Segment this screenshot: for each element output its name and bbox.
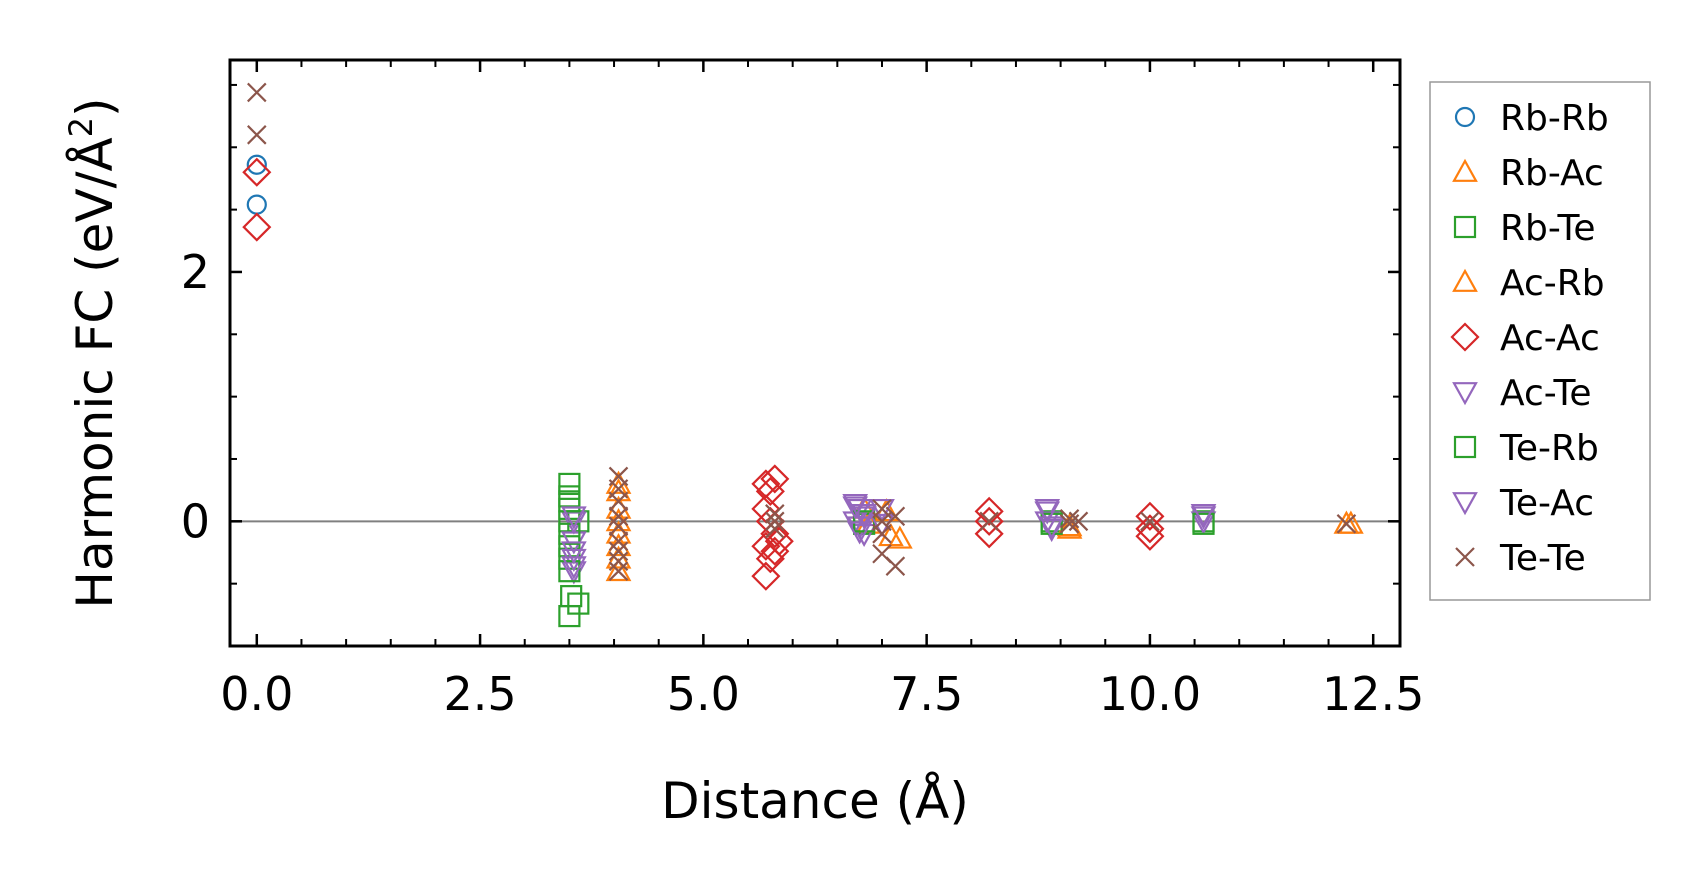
point-te-ac — [1038, 516, 1065, 540]
point-te-te — [608, 531, 629, 552]
point-ac-te — [1038, 518, 1065, 543]
point-ac-te — [560, 511, 587, 535]
point-ac-ac — [760, 536, 790, 566]
point-te-rb — [1192, 512, 1215, 535]
axis-ticks — [230, 60, 1400, 647]
point-te-te — [608, 506, 629, 527]
point-te-te — [608, 561, 629, 581]
x-axis-title: Distance (Å) — [661, 772, 969, 830]
point-te-te — [608, 491, 629, 512]
x-tick-label: 2.5 — [443, 667, 516, 721]
point-ac-rb — [605, 557, 632, 582]
legend-label-ac-rb: Ac-Rb — [1500, 263, 1605, 304]
legend-label-te-te: Te-Te — [1499, 538, 1586, 579]
point-te-ac — [560, 506, 587, 530]
point-te-te — [608, 541, 629, 562]
point-te-te — [247, 82, 267, 103]
legend-label-ac-ac: Ac-Ac — [1500, 318, 1600, 359]
point-te-te — [1336, 514, 1357, 534]
point-ac-ac — [974, 506, 1004, 536]
legend-marker-ac-te — [1452, 382, 1478, 406]
y-axis-title-close: ) — [66, 97, 124, 117]
point-rb-te — [560, 585, 583, 608]
point-te-te — [872, 524, 892, 544]
legend-marker-rb-te — [1453, 215, 1477, 239]
point-te-te — [1140, 511, 1160, 532]
point-te-te — [765, 519, 785, 539]
point-te-ac — [560, 556, 587, 580]
point-rb-rb — [246, 194, 267, 215]
legend-label-ac-te: Ac-Te — [1500, 373, 1592, 414]
legend-marker-rb-ac — [1452, 158, 1478, 182]
point-ac-te — [560, 548, 587, 572]
x-tick-label: 5.0 — [667, 667, 740, 721]
point-te-ac — [846, 521, 873, 545]
point-te-te — [765, 511, 785, 532]
legend-marker-te-ac — [1452, 492, 1478, 516]
point-te-ac — [1034, 501, 1061, 525]
point-te-te — [885, 506, 906, 527]
y-axis-title-main: Harmonic FC (eV/Å — [66, 137, 124, 608]
point-ac-ac — [751, 561, 781, 591]
point-ac-ac — [242, 157, 272, 187]
point-te-te — [247, 125, 267, 145]
point-ac-ac — [1135, 521, 1165, 551]
point-te-te — [608, 551, 629, 571]
legend-label-rb-rb: Rb-Rb — [1500, 98, 1609, 139]
point-ac-te — [851, 503, 877, 528]
point-ac-ac — [1135, 514, 1165, 544]
legend-label-te-rb: Te-Rb — [1499, 428, 1599, 469]
tick-labels: 0.0 2.5 5.0 7.5 10.0 12.5 0 2 — [181, 245, 1425, 721]
point-te-te — [979, 511, 999, 532]
x-tick-label: 0.0 — [220, 667, 293, 721]
point-ac-rb — [886, 525, 913, 549]
point-te-rb — [558, 490, 581, 513]
y-tick-label: 0 — [181, 494, 210, 548]
y-tick-label: 2 — [181, 245, 210, 299]
legend-label-rb-ac: Rb-Ac — [1500, 153, 1604, 194]
legend-marker-te-rb — [1453, 435, 1477, 459]
point-rb-te — [567, 592, 590, 615]
legend-marker-ac-rb — [1452, 268, 1478, 292]
legend: Rb-Rb Rb-Ac Rb-Te Ac-Rb Ac-Ac Ac-Te Te-Rb Te-Ac… — [1429, 81, 1651, 601]
legend-marker-te-te — [1455, 547, 1475, 567]
point-te-ac — [1190, 503, 1217, 528]
point-te-rb — [558, 522, 581, 545]
point-rb-te — [558, 472, 581, 496]
legend-label-rb-te: Rb-Te — [1500, 208, 1596, 249]
point-te-ac — [560, 541, 587, 565]
point-ac-ac — [974, 496, 1004, 526]
legend-entries: Rb-Rb Rb-Ac Rb-Te Ac-Rb Ac-Ac Ac-Te Te-Rb Te-Ac… — [1450, 98, 1609, 579]
point-ac-ac — [751, 531, 781, 561]
point-ac-ac — [760, 464, 790, 494]
legend-marker-rb-rb — [1454, 106, 1476, 128]
x-tick-label: 12.5 — [1322, 667, 1424, 721]
point-te-te — [765, 504, 785, 524]
legend-label-te-ac: Te-Ac — [1499, 483, 1594, 524]
point-rb-rb — [246, 154, 267, 175]
point-te-te — [608, 516, 629, 537]
legend-marker-ac-ac — [1450, 322, 1480, 352]
x-tick-label: 7.5 — [890, 667, 963, 721]
point-te-ac — [851, 506, 877, 530]
point-te-rb — [558, 560, 581, 583]
y-axis-title: Harmonic FC (eV/Å2) — [62, 97, 124, 608]
point-ac-ac — [242, 212, 272, 242]
point-te-te — [885, 556, 906, 576]
point-te-te — [1068, 511, 1089, 532]
y-axis-title-sup: 2 — [62, 117, 100, 137]
point-ac-te — [851, 523, 877, 548]
svg-text:Harmonic FC (eV/Å2): Harmonic FC (eV/Å2) — [62, 97, 124, 608]
point-ac-te — [1034, 498, 1061, 523]
point-ac-ac — [764, 526, 794, 556]
legend-frame — [1429, 81, 1651, 601]
plot-frame — [228, 58, 1402, 648]
point-rb-te — [558, 485, 581, 508]
point-rb-ac — [1056, 515, 1083, 539]
point-ac-te — [1190, 506, 1217, 530]
x-tick-label: 10.0 — [1099, 667, 1201, 721]
point-ac-te — [1190, 511, 1217, 535]
data-points — [242, 82, 1364, 628]
